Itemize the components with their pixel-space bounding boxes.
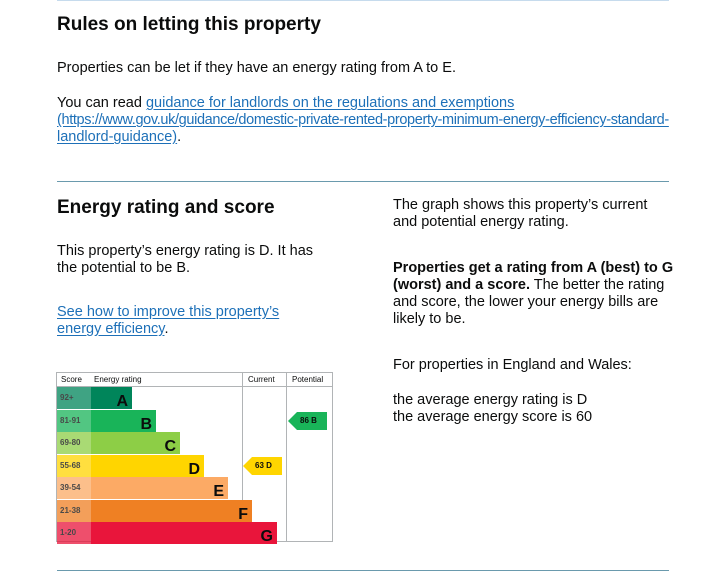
average-score: the average energy score is 60 — [393, 409, 593, 425]
band-letter: G — [260, 528, 273, 545]
marker-label: 63 D — [255, 460, 272, 470]
band-score-range: 69-80 — [57, 432, 91, 454]
band-letter: D — [188, 460, 200, 478]
marker-arrow — [243, 456, 252, 475]
guidance-paragraph: You can read guidance for landlords on t… — [57, 95, 677, 146]
marker-arrow — [288, 411, 297, 430]
rating-band-c: 69-80 C — [57, 432, 237, 455]
rating-band-a: 92+ A — [57, 387, 237, 410]
rating-band-e: 39-54 E — [57, 477, 237, 500]
energy-rating-text: This property’s energy rating is D. It h… — [57, 243, 314, 276]
band-score-range: 81-91 — [57, 409, 91, 432]
current-column-line — [242, 373, 243, 541]
band-letter: A — [116, 393, 128, 410]
letting-paragraph: Properties can be let if they have an en… — [57, 60, 456, 76]
letting-heading: Rules on letting this property — [57, 14, 321, 35]
band-bar: E — [91, 477, 228, 500]
band-letter: E — [213, 483, 224, 500]
top-divider — [57, 0, 669, 1]
potential-column-line — [286, 373, 287, 541]
band-bar: C — [91, 432, 180, 455]
band-bar: F — [91, 499, 252, 523]
rating-band-f: 21-38 F — [57, 499, 252, 523]
section-divider — [57, 181, 669, 182]
band-score-range: 39-54 — [57, 477, 91, 499]
potential-header: Potential — [292, 375, 324, 384]
header-divider — [57, 386, 332, 387]
band-bar: A — [91, 387, 132, 410]
potential-rating-marker: 86 B — [288, 411, 327, 430]
marker-label: 86 B — [300, 415, 317, 425]
energy-rating-chart: Score Energy rating Current Potential 92… — [56, 372, 333, 545]
current-header: Current — [248, 375, 275, 384]
rating-explanation: Properties get a rating from A (best) to… — [393, 260, 674, 327]
band-score-range: 55-68 — [57, 454, 91, 477]
score-header: Score — [61, 375, 82, 384]
energy-heading: Energy rating and score — [57, 197, 275, 218]
band-letter: C — [164, 438, 176, 455]
band-score-range: 92+ — [57, 387, 91, 409]
graph-description: The graph shows this property’s current a… — [393, 197, 648, 230]
read-prefix: You can read — [57, 95, 146, 111]
band-score-range: 21-38 — [57, 499, 91, 522]
average-rating: the average energy rating is D — [393, 392, 588, 408]
rating-band-d: 55-68 D — [57, 454, 237, 478]
band-bar: G — [91, 522, 277, 545]
guidance-period: . — [177, 129, 182, 145]
current-rating-marker: 63 D — [243, 456, 282, 475]
improve-paragraph: See how to improve this property’s energy… — [57, 304, 280, 337]
region-text: For properties in England and Wales: — [393, 357, 632, 373]
bottom-divider — [57, 570, 669, 571]
band-letter: B — [140, 415, 152, 433]
band-bar: B — [91, 409, 156, 433]
improve-link[interactable]: See how to improve this property’s energy… — [57, 304, 280, 337]
guidance-link[interactable]: guidance for landlords on the regulation… — [57, 95, 669, 145]
band-letter: F — [238, 505, 248, 523]
rating-band-g: 1-20 G — [57, 522, 277, 545]
band-bar: D — [91, 454, 204, 478]
rating-header: Energy rating — [94, 375, 142, 384]
band-score-range: 1-20 — [57, 522, 91, 544]
rating-band-b: 81-91 B — [57, 409, 237, 433]
